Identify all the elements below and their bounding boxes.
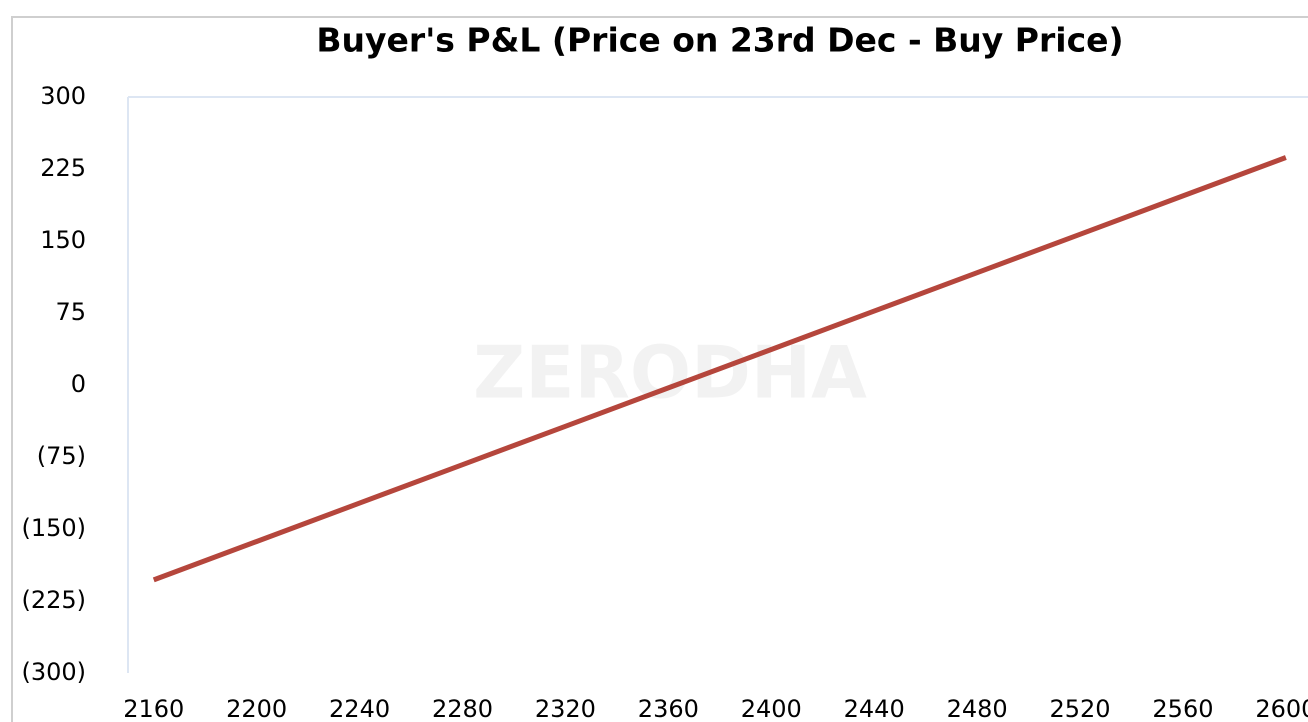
y-tick-label: 225	[40, 154, 86, 182]
line-series	[152, 155, 1287, 583]
x-tick-label: 2560	[1152, 695, 1213, 722]
x-tick-label: 2320	[535, 695, 596, 722]
x-tick-label: 2600	[1255, 695, 1308, 722]
y-tick-label: 150	[40, 226, 86, 254]
watermark: ZERODHA	[473, 331, 867, 415]
x-tick-label: 2240	[329, 695, 390, 722]
x-tick-label: 2280	[432, 695, 493, 722]
y-tick-label: 0	[71, 370, 86, 398]
y-tick-label: (150)	[21, 514, 86, 542]
x-tick-label: 2400	[741, 695, 802, 722]
x-tick-label: 2520	[1049, 695, 1110, 722]
x-tick-label: 2360	[638, 695, 699, 722]
y-tick-label: 300	[40, 82, 86, 110]
x-tick-label: 2160	[123, 695, 184, 722]
y-tick-label: (225)	[21, 586, 86, 614]
x-tick-label: 2200	[226, 695, 287, 722]
x-tick-label: 2480	[947, 695, 1008, 722]
y-tick-label: 75	[55, 298, 86, 326]
chart-title: Buyer's P&L (Price on 23rd Dec - Buy Pri…	[316, 21, 1123, 60]
x-tick-label: 2440	[844, 695, 905, 722]
y-tick-label: (75)	[37, 442, 86, 470]
y-tick-label: (300)	[21, 658, 86, 686]
chart-border	[11, 16, 1308, 722]
